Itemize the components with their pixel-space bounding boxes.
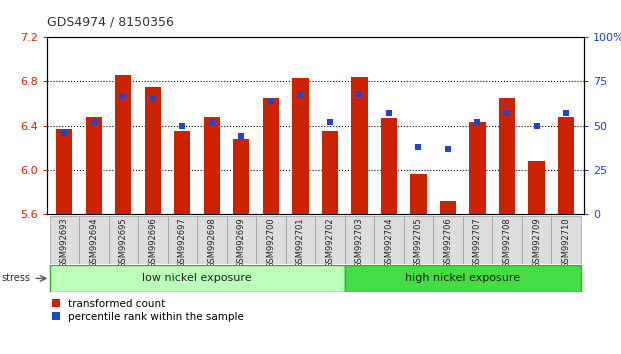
Bar	[233, 139, 250, 214]
Bar	[374, 216, 404, 264]
Bar	[138, 216, 168, 264]
Bar	[522, 216, 551, 264]
Text: GSM992700: GSM992700	[266, 217, 275, 268]
Text: GSM992699: GSM992699	[237, 217, 246, 268]
Text: GSM992703: GSM992703	[355, 217, 364, 268]
Text: GSM992698: GSM992698	[207, 217, 216, 268]
Bar	[145, 87, 161, 214]
Bar	[109, 216, 138, 264]
Bar	[345, 265, 581, 292]
Bar	[492, 216, 522, 264]
Text: GSM992704: GSM992704	[384, 217, 394, 268]
Bar	[433, 216, 463, 264]
Text: GSM992707: GSM992707	[473, 217, 482, 268]
Text: high nickel exposure: high nickel exposure	[405, 273, 520, 284]
Text: GSM992694: GSM992694	[89, 217, 98, 268]
Bar	[286, 216, 315, 264]
Bar	[528, 161, 545, 214]
Bar	[381, 118, 397, 214]
Text: GSM992701: GSM992701	[296, 217, 305, 268]
Bar	[227, 216, 256, 264]
Text: GSM992695: GSM992695	[119, 217, 128, 268]
Bar	[558, 117, 574, 214]
Bar	[499, 98, 515, 214]
Bar	[351, 77, 368, 214]
Bar	[56, 129, 73, 214]
Text: GSM992702: GSM992702	[325, 217, 335, 268]
Bar	[345, 216, 374, 264]
Bar	[86, 117, 102, 214]
Text: GDS4974 / 8150356: GDS4974 / 8150356	[47, 16, 173, 29]
Bar	[50, 216, 79, 264]
Bar	[175, 131, 191, 214]
Bar	[168, 216, 197, 264]
Bar	[116, 75, 132, 214]
Bar	[404, 216, 433, 264]
Text: GSM992696: GSM992696	[148, 217, 157, 268]
Text: GSM992705: GSM992705	[414, 217, 423, 268]
Bar	[50, 265, 345, 292]
Text: GSM992709: GSM992709	[532, 217, 541, 268]
Bar	[292, 78, 309, 214]
Bar	[197, 216, 227, 264]
Bar	[315, 216, 345, 264]
Text: GSM992710: GSM992710	[561, 217, 571, 268]
Text: GSM992693: GSM992693	[60, 217, 69, 268]
Bar	[551, 216, 581, 264]
Bar	[463, 216, 492, 264]
Text: GSM992697: GSM992697	[178, 217, 187, 268]
Bar	[440, 201, 456, 214]
Bar	[79, 216, 109, 264]
Bar	[410, 174, 427, 214]
Bar	[469, 122, 486, 214]
Text: GSM992708: GSM992708	[502, 217, 512, 268]
Text: GSM992706: GSM992706	[443, 217, 453, 268]
Bar	[204, 117, 220, 214]
Text: low nickel exposure: low nickel exposure	[142, 273, 252, 284]
Text: stress: stress	[2, 273, 31, 283]
Legend: transformed count, percentile rank within the sample: transformed count, percentile rank withi…	[52, 299, 244, 322]
Bar	[256, 216, 286, 264]
Bar	[322, 131, 338, 214]
Bar	[263, 98, 279, 214]
